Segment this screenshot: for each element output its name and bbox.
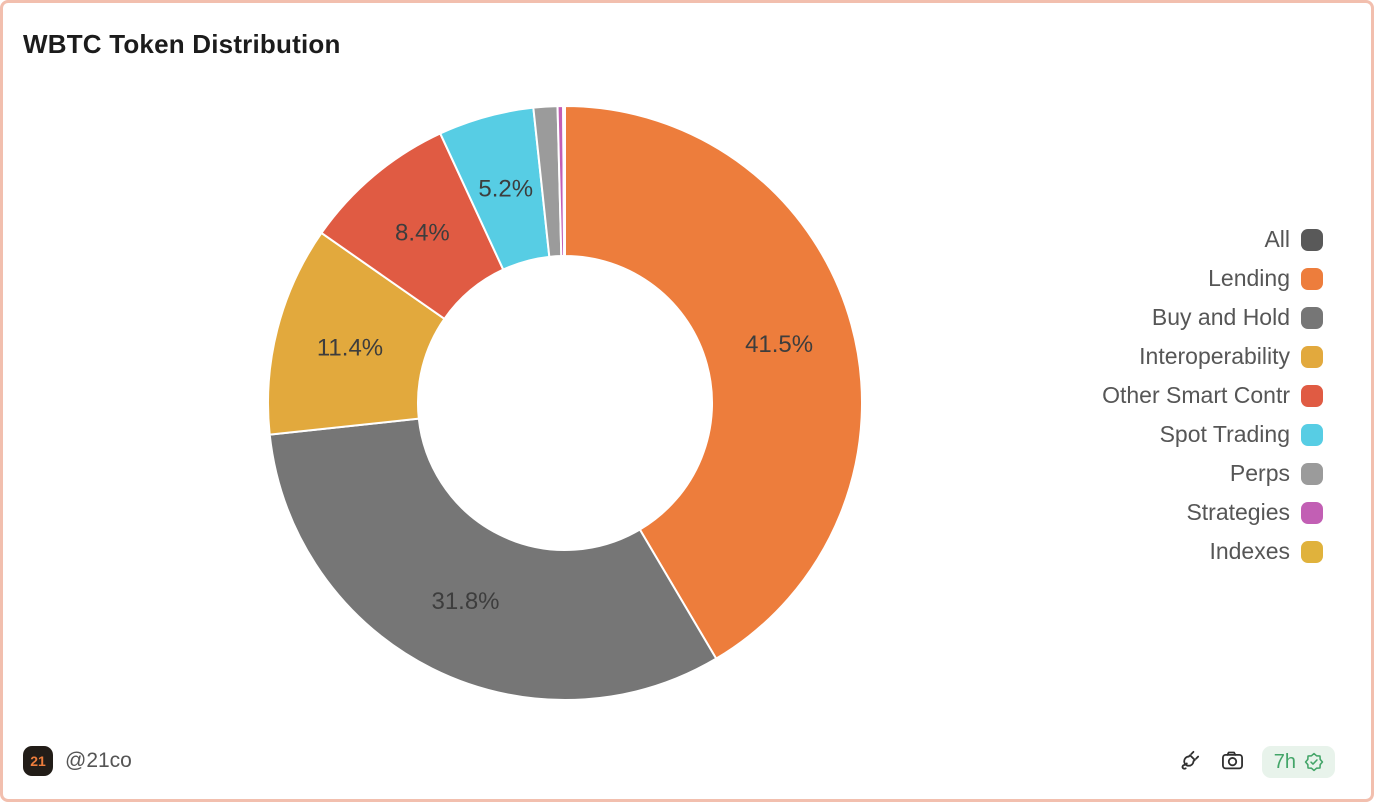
donut-chart-svg: 41.5% 31.8% 11.4% 8.4% 5.2% <box>267 104 863 701</box>
legend-item-interoperability[interactable]: Interoperability <box>1102 337 1323 376</box>
legend-label: All <box>1264 226 1290 252</box>
legend-item-other-smart-contr[interactable]: Other Smart Contr <box>1102 376 1323 415</box>
verified-seal-icon <box>1303 751 1325 773</box>
slice-label: 8.4% <box>395 219 450 246</box>
pie-slice-indexes[interactable] <box>562 104 566 257</box>
legend-label: Perps <box>1229 460 1290 486</box>
legend-swatch <box>1301 267 1323 290</box>
screenshot-camera-button[interactable] <box>1219 748 1247 776</box>
legend-item-lending[interactable]: Lending <box>1102 259 1323 298</box>
slice-label: 41.5% <box>745 331 813 358</box>
legend-item-buy-and-hold[interactable]: Buy and Hold <box>1102 298 1323 337</box>
last-updated-text: 7h <box>1273 750 1296 773</box>
legend-label: Lending <box>1208 265 1290 291</box>
plug-icon <box>1176 747 1203 777</box>
legend-swatch <box>1301 228 1323 251</box>
camera-icon <box>1219 747 1246 777</box>
pie-slice-buy-and-hold[interactable] <box>268 417 718 701</box>
slice-label: 31.8% <box>431 588 499 615</box>
pie-slice-lending[interactable] <box>564 104 863 661</box>
chart-legend: All Lending Buy and Hold Interoperabilit… <box>1102 220 1323 571</box>
legend-label: Spot Trading <box>1159 421 1290 447</box>
legend-swatch <box>1301 423 1323 446</box>
legend-swatch <box>1301 462 1323 485</box>
legend-item-indexes[interactable]: Indexes <box>1102 532 1323 571</box>
legend-item-spot-trading[interactable]: Spot Trading <box>1102 415 1323 454</box>
footer-actions: 7h <box>1176 745 1335 779</box>
legend-swatch <box>1301 306 1323 329</box>
legend-label: Indexes <box>1209 538 1290 564</box>
refresh-status-badge[interactable]: 7h <box>1261 746 1335 778</box>
legend-item-all[interactable]: All <box>1102 220 1323 259</box>
legend-label: Interoperability <box>1139 343 1290 369</box>
legend-swatch <box>1301 384 1323 407</box>
brand-logo-21co: 21 <box>23 746 53 776</box>
legend-swatch <box>1301 501 1323 524</box>
author-handle-link[interactable]: @21co <box>65 749 132 772</box>
slice-label: 11.4% <box>317 334 383 361</box>
legend-swatch <box>1301 345 1323 368</box>
legend-swatch <box>1301 540 1323 563</box>
legend-item-strategies[interactable]: Strategies <box>1102 493 1323 532</box>
embed-plug-button[interactable] <box>1176 748 1204 776</box>
legend-label: Strategies <box>1186 499 1290 525</box>
slice-label: 5.2% <box>478 176 533 203</box>
legend-item-perps[interactable]: Perps <box>1102 454 1323 493</box>
legend-label: Other Smart Contr <box>1102 382 1290 408</box>
attribution: 21 @21co <box>23 745 132 777</box>
page-title: WBTC Token Distribution <box>23 29 341 59</box>
donut-chart: 41.5% 31.8% 11.4% 8.4% 5.2% <box>215 83 915 723</box>
legend-label: Buy and Hold <box>1151 304 1290 330</box>
